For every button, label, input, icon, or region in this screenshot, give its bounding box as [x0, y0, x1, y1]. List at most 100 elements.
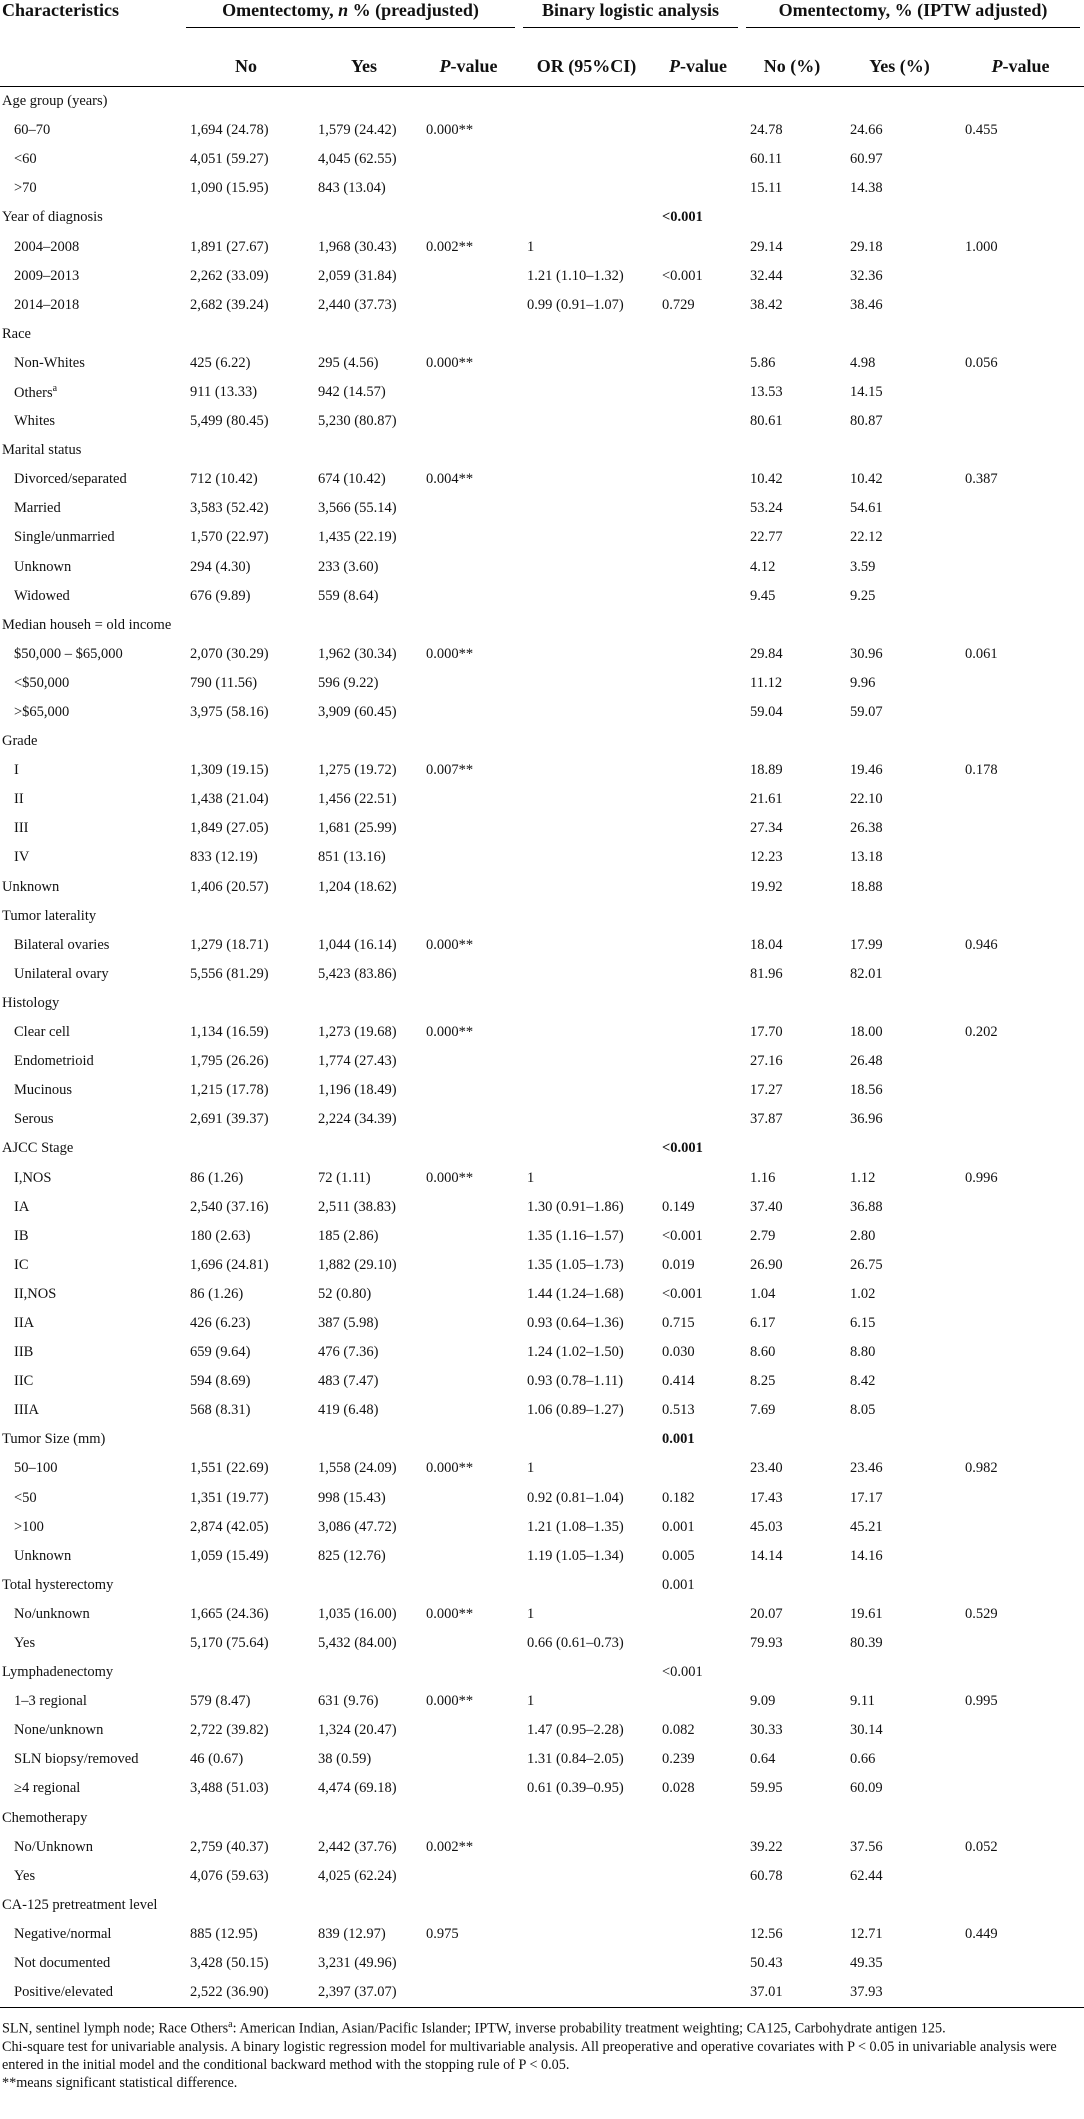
table-cell: 1.04 — [750, 1285, 776, 1302]
row-label-text: IIB — [14, 1344, 34, 1361]
table-cell: 8.80 — [850, 1344, 876, 1361]
row-label: No/unknown — [0, 1600, 182, 1629]
row-label: II,NOS — [0, 1280, 182, 1309]
table-cell: 4,474 (69.18) — [318, 1780, 397, 1797]
empty-cell — [519, 1833, 654, 1862]
table-cell: 3,975 (58.16) — [190, 704, 269, 721]
footnote: **means significant statistical differen… — [2, 2074, 238, 2091]
table-row: Single/unmarried 1,570 (22.97) 1,435 (22.1… — [0, 523, 1084, 552]
table-row: >70 1,090 (15.95) 843 (13.04) 15.11 14.38 — [0, 174, 1084, 203]
footnote-sup: a — [228, 2019, 233, 2031]
empty-cell — [418, 407, 519, 436]
empty-cell — [957, 1891, 1084, 1920]
table-cell: 4,051 (59.27) — [190, 151, 269, 168]
row-label: Tumor Size (mm) — [0, 1425, 182, 1454]
empty-cell — [519, 203, 654, 232]
empty-cell — [654, 814, 742, 843]
row-label: CA-125 pretreatment level — [0, 1891, 182, 1920]
table-cell: 6.15 — [850, 1314, 876, 1331]
table-cell: 4,025 (62.24) — [318, 1867, 397, 1884]
table-cell: 2,224 (34.39) — [318, 1111, 397, 1128]
table-cell: 26.38 — [850, 820, 883, 837]
table-cell: 1.21 (1.10–1.32) — [527, 267, 624, 284]
table-cell: 12.23 — [750, 849, 783, 866]
table-cell: 1.06 (0.89–1.27) — [527, 1402, 624, 1419]
table-cell: 5,432 (84.00) — [318, 1635, 397, 1652]
row-label-text: Tumor laterality — [2, 907, 97, 924]
table-cell: 295 (4.56) — [318, 354, 379, 371]
row-label-text: Age group (years) — [2, 93, 108, 110]
empty-cell — [519, 1891, 654, 1920]
table-cell: 10.42 — [850, 471, 883, 488]
row-label-text: <$50,000 — [14, 674, 70, 691]
empty-cell — [957, 873, 1084, 902]
table-cell: 37.56 — [850, 1838, 883, 1855]
row-label-text: Unknown — [14, 1547, 72, 1564]
table-cell: 2,397 (37.07) — [310, 1978, 418, 2009]
table-cell: 594 (8.69) — [190, 1373, 251, 1390]
row-label-text: SLN biopsy/removed — [14, 1751, 139, 1768]
row-label: Negative/normal — [0, 1920, 182, 1949]
table-row: Yes 4,076 (59.63) 4,025 (62.24) 60.78 62.44 — [0, 1862, 1084, 1891]
header-text: Binary logistic analysis — [523, 0, 738, 28]
table-cell: 4.98 — [850, 354, 876, 371]
row-label-text: Non-Whites — [14, 354, 85, 371]
empty-cell — [418, 1076, 519, 1105]
empty-cell — [418, 669, 519, 698]
table-cell: 1,551 (22.69) — [190, 1460, 269, 1477]
column-header: P-value — [418, 46, 519, 87]
table-cell: 0.000** — [426, 1605, 474, 1622]
empty-cell — [418, 523, 519, 552]
empty-cell — [654, 1629, 742, 1658]
row-label-text: Mucinous — [14, 1082, 72, 1099]
empty-cell — [842, 203, 957, 232]
empty-cell — [842, 320, 957, 349]
empty-cell — [957, 814, 1084, 843]
table-row: Divorced/separated 712 (10.42) 674 (10.42)… — [0, 465, 1084, 494]
table-cell: 0.982 — [965, 1460, 998, 1477]
table-cell: 1,196 (18.49) — [318, 1082, 397, 1099]
empty-cell — [654, 611, 742, 640]
header-group: Binary logistic analysis — [519, 0, 742, 46]
empty-cell — [418, 1047, 519, 1076]
table-cell: 24.66 — [850, 122, 883, 139]
table-cell: 0.000** — [426, 1169, 474, 1186]
table-cell: 14.15 — [850, 383, 883, 400]
empty-cell — [519, 1804, 654, 1833]
table-cell: 0.414 — [662, 1373, 695, 1390]
table-cell: 3,583 (52.42) — [190, 500, 269, 517]
table-cell: 38.46 — [850, 296, 883, 313]
row-label: ≥4 regional — [0, 1774, 182, 1803]
table-row: 2014–2018 2,682 (39.24) 2,440 (37.73) 0.99 … — [0, 291, 1084, 320]
row-label: Unknown — [0, 1542, 182, 1571]
table-row: 2009–2013 2,262 (33.09) 2,059 (31.84) 1.21 … — [0, 262, 1084, 291]
table-cell: 5.86 — [750, 354, 776, 371]
row-label: >$65,000 — [0, 698, 182, 727]
row-label-text: IIA — [14, 1314, 35, 1331]
table-row: Lymphadenectomy <0.001 — [0, 1658, 1084, 1687]
header-text: Characteristics — [2, 0, 119, 20]
table-cell: 790 (11.56) — [190, 674, 258, 691]
empty-cell — [418, 843, 519, 872]
empty-cell — [957, 1978, 1084, 2009]
row-label: Marital status — [0, 436, 182, 465]
row-label-text: Clear cell — [14, 1024, 70, 1041]
table-cell: 1.21 (1.08–1.35) — [527, 1518, 624, 1535]
table-cell: 86 (1.26) — [190, 1169, 244, 1186]
table-cell: 17.99 — [850, 936, 883, 953]
empty-cell — [418, 989, 519, 1018]
row-label-text: Total hysterectomy — [2, 1576, 114, 1593]
empty-cell — [418, 553, 519, 582]
empty-cell — [519, 873, 654, 902]
empty-cell — [957, 1542, 1084, 1571]
table-row: 60–70 1,694 (24.78) 1,579 (24.42) 0.000** 24… — [0, 116, 1084, 145]
table-cell: 1,309 (19.15) — [190, 762, 269, 779]
empty-cell — [742, 611, 842, 640]
empty-cell — [654, 1687, 742, 1716]
table-row: I 1,309 (19.15) 1,275 (19.72) 0.007** 18.89 1… — [0, 756, 1084, 785]
empty-cell — [957, 1396, 1084, 1425]
row-label: 60–70 — [0, 116, 182, 145]
table-cell: 72 (1.11) — [318, 1169, 371, 1186]
table-cell: <0.001 — [662, 1664, 703, 1681]
